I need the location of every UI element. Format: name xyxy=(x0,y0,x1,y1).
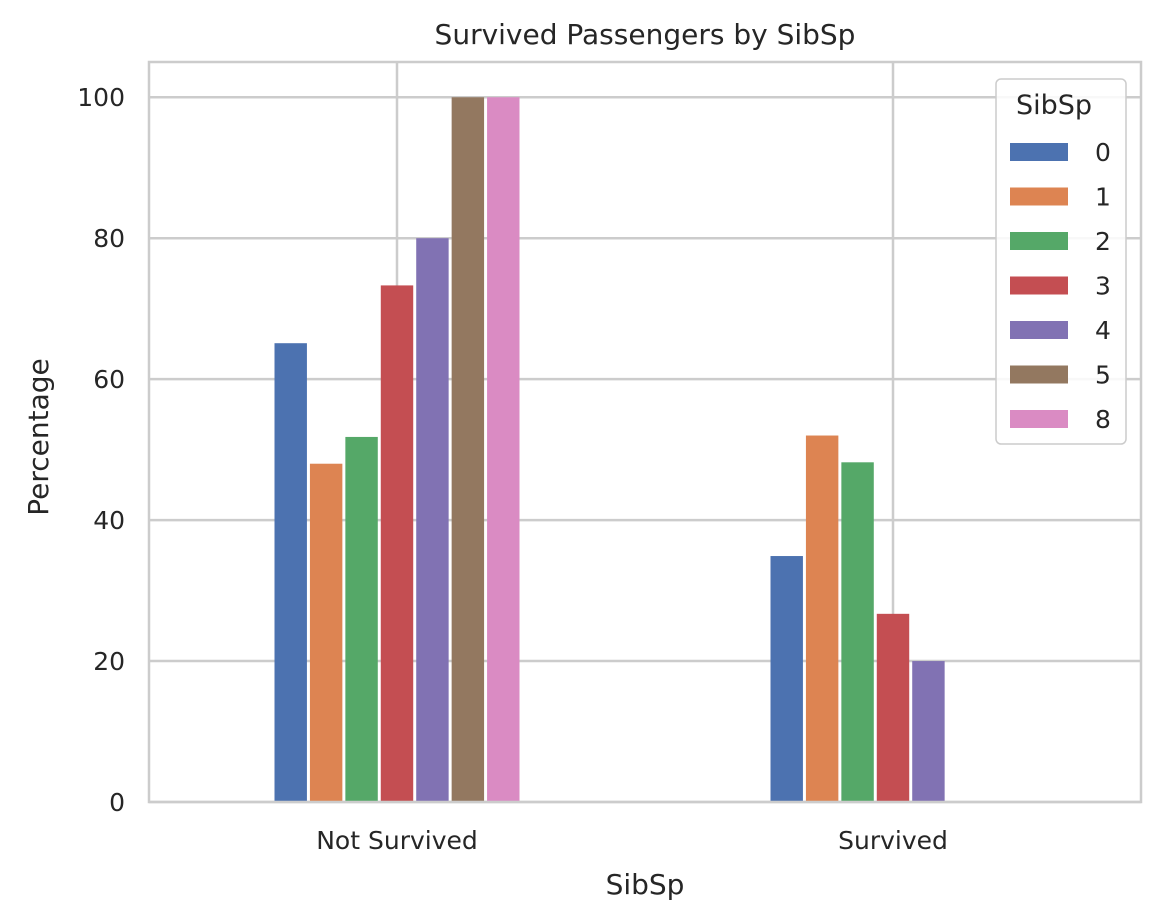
bar xyxy=(309,463,343,802)
bar xyxy=(345,436,378,802)
legend-swatch xyxy=(1010,276,1068,295)
plot-frame xyxy=(147,60,1143,804)
legend-label: 0 xyxy=(1095,138,1111,167)
bar xyxy=(876,613,910,802)
legend-swatch xyxy=(1010,187,1068,206)
tick-labels: 0 20 40 60 80 100 Not Survived Survived xyxy=(77,83,948,855)
legend: SibSp 0 1 2 3 4 5 8 xyxy=(995,78,1127,445)
legend-box xyxy=(995,78,1127,445)
bars xyxy=(274,97,945,802)
legend-label: 2 xyxy=(1095,227,1111,256)
bar xyxy=(274,343,307,802)
x-tick-label: Not Survived xyxy=(316,826,478,855)
legend-items: 0 1 2 3 4 5 8 xyxy=(1010,138,1111,434)
legend-label: 5 xyxy=(1095,361,1111,390)
legend-label: 4 xyxy=(1095,316,1111,345)
bar xyxy=(770,556,803,802)
legend-swatch xyxy=(1010,321,1068,339)
y-tick-label: 20 xyxy=(93,647,125,676)
y-tick-label: 80 xyxy=(93,224,125,253)
legend-title: SibSp xyxy=(1016,90,1092,121)
y-tick-label: 40 xyxy=(93,506,125,535)
y-tick-label: 60 xyxy=(93,365,125,394)
legend-swatch xyxy=(1010,232,1068,250)
legend-label: 3 xyxy=(1095,272,1111,301)
legend-swatch xyxy=(1010,365,1068,384)
bar xyxy=(380,285,414,802)
y-axis-label: Percentage xyxy=(22,358,55,516)
y-tick-label: 100 xyxy=(77,83,125,112)
legend-swatch xyxy=(1010,143,1068,161)
legend-label: 8 xyxy=(1095,405,1111,434)
bar xyxy=(451,97,485,802)
bar xyxy=(416,238,449,802)
legend-swatch xyxy=(1010,410,1068,428)
bar xyxy=(841,462,874,802)
legend-label: 1 xyxy=(1095,183,1111,212)
bar xyxy=(487,97,520,802)
chart-title: Survived Passengers by SibSp xyxy=(435,18,856,51)
x-axis-label: SibSp xyxy=(606,868,685,901)
y-tick-label: 0 xyxy=(109,788,125,817)
bar xyxy=(805,435,839,802)
x-tick-label: Survived xyxy=(838,826,948,855)
bar xyxy=(912,661,945,802)
